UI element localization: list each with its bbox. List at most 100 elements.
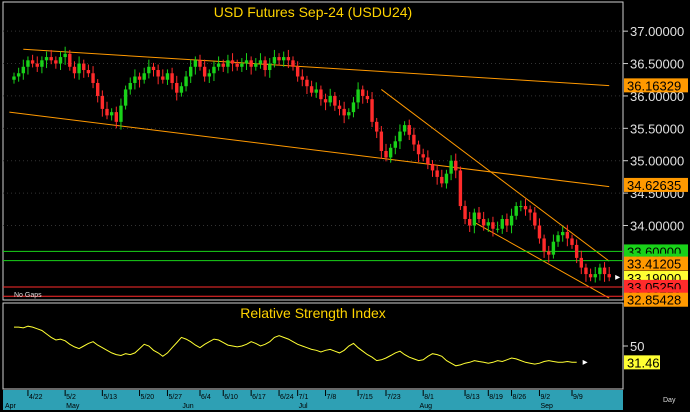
price-tick-label: 37.00000 — [630, 24, 684, 39]
candle-down — [468, 219, 472, 226]
candle-down — [542, 238, 546, 252]
candle-down — [96, 82, 100, 96]
price-tag-label: 34.62635 — [627, 178, 681, 193]
candle-up — [21, 66, 25, 74]
candle-up — [77, 63, 81, 74]
candle-down — [309, 86, 314, 93]
candle-down — [435, 170, 439, 177]
date-tick-label: 6/10 — [224, 394, 238, 401]
rsi-value-box — [624, 355, 660, 370]
candle-up — [551, 241, 556, 255]
candle-down — [54, 60, 58, 64]
candle-down — [300, 76, 304, 80]
month-label: Sep — [540, 403, 553, 410]
candle-down — [365, 95, 370, 100]
candle-down — [426, 157, 430, 164]
candle-up — [240, 63, 244, 67]
candle-up — [207, 73, 211, 77]
candle-down — [505, 219, 509, 226]
date-tick-label: 9/2 — [540, 394, 550, 401]
candle-down — [91, 73, 95, 83]
price-tick-label: 36.50000 — [630, 57, 684, 72]
candle-down — [342, 108, 346, 116]
candle-up — [351, 102, 356, 113]
candle-down — [565, 231, 570, 239]
candle-down — [221, 63, 225, 67]
candle-down — [477, 212, 481, 220]
candle-down — [481, 219, 486, 226]
candle-up — [388, 147, 393, 158]
candle-down — [458, 170, 463, 207]
candle-down — [49, 57, 53, 61]
candle-up — [514, 206, 518, 216]
month-label: Jul — [299, 403, 308, 410]
candle-down — [416, 144, 421, 155]
candle-up — [109, 112, 114, 116]
candle-up — [486, 222, 490, 226]
candle-up — [123, 89, 128, 106]
candle-up — [254, 63, 258, 67]
candle-down — [463, 206, 467, 220]
candle-down — [249, 60, 253, 67]
no-gaps-label: No Gaps — [14, 292, 42, 299]
candle-up — [193, 60, 198, 67]
price-tag-label: 33.41205 — [627, 257, 681, 272]
candle-up — [58, 57, 63, 64]
date-tick-label: 6/24 — [280, 394, 294, 401]
candle-up — [179, 86, 184, 93]
candle-down — [151, 66, 156, 71]
candle-down — [100, 95, 105, 109]
candle-down — [361, 89, 365, 96]
candle-down — [68, 53, 72, 67]
date-tick-label: 5/20 — [141, 394, 155, 401]
candle-up — [347, 112, 351, 116]
date-tick-label: 5/2 — [66, 394, 76, 401]
candle-down — [82, 63, 86, 71]
candle-up — [12, 76, 16, 80]
candle-down — [537, 225, 542, 239]
date-tick-label: 5/13 — [103, 394, 117, 401]
price-tag-label: 36.16329 — [627, 78, 681, 93]
candle-down — [533, 212, 537, 226]
rsi-tick-label: 50 — [630, 339, 644, 354]
rsi-value-label: 31.46 — [627, 355, 660, 370]
candle-down — [198, 60, 202, 67]
candle-up — [519, 206, 523, 208]
price-tick-label: 36.00000 — [630, 89, 684, 104]
candle-down — [579, 257, 583, 268]
candle-up — [165, 73, 170, 80]
rsi-title: Relative Strength Index — [240, 305, 386, 321]
date-tick-label: 7/1 — [299, 394, 309, 401]
candle-up — [328, 95, 332, 103]
candle-down — [235, 63, 239, 67]
price-tag-box — [624, 292, 688, 307]
candle-up — [356, 89, 360, 103]
candle-up — [402, 125, 407, 132]
trendline — [381, 89, 610, 262]
candle-down — [286, 57, 291, 61]
candle-up — [509, 215, 514, 226]
x-unit-label: Day — [663, 397, 676, 404]
candle-up — [268, 63, 272, 71]
candle-down — [370, 99, 374, 122]
candle-up — [142, 73, 146, 80]
rsi-last-marker — [582, 359, 588, 365]
candle-up — [449, 160, 453, 174]
x-axis-panel — [3, 390, 623, 410]
candle-down — [72, 66, 77, 74]
candle-down — [114, 112, 118, 122]
candle-down — [137, 76, 142, 80]
date-tick-label: 4/22 — [29, 394, 43, 401]
candle-up — [561, 231, 565, 236]
price-tag-label: 32.85428 — [627, 293, 681, 308]
rsi-line — [14, 325, 577, 367]
date-tick-label: 8/19 — [489, 394, 503, 401]
date-tick-label: 7/8 — [327, 394, 337, 401]
candle-up — [472, 212, 477, 226]
candle-down — [570, 238, 574, 245]
candle-down — [407, 125, 411, 135]
candle-down — [430, 163, 435, 171]
price-tick-label: 35.50000 — [630, 121, 684, 136]
candle-down — [30, 60, 35, 64]
